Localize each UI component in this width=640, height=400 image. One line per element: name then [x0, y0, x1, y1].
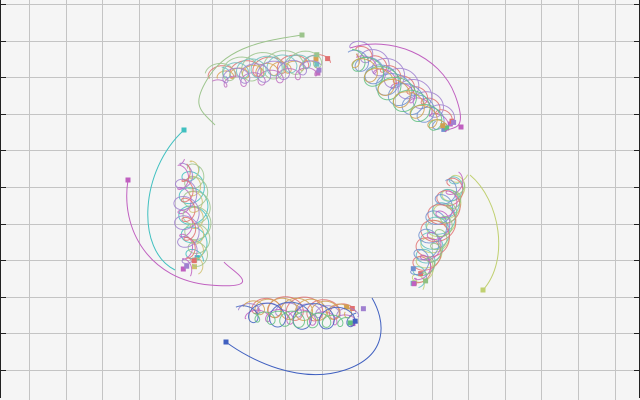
particle-trail	[414, 171, 464, 281]
particle-trail	[253, 310, 350, 329]
particle-trail	[147, 129, 185, 271]
particle-trail	[221, 54, 317, 79]
particle-trail	[235, 301, 357, 330]
particle-marker	[125, 177, 131, 183]
particle-marker	[325, 56, 331, 62]
trail-cluster-top-left	[204, 50, 331, 88]
particle-marker	[440, 123, 446, 129]
particle-trail	[351, 53, 448, 129]
particle-marker	[299, 32, 305, 38]
trail-cluster-top-right	[347, 40, 457, 132]
particle-trail	[126, 179, 243, 287]
particle-trail	[410, 179, 458, 275]
particle-trail	[351, 48, 443, 131]
particle-marker	[480, 287, 486, 293]
particle-marker	[223, 339, 229, 345]
particle-trail	[469, 174, 500, 291]
particle-marker	[313, 56, 319, 62]
particle-marker	[347, 320, 353, 326]
particle-marker	[360, 306, 366, 312]
particle-marker	[191, 258, 197, 264]
particle-marker	[315, 70, 321, 76]
particle-trail	[349, 40, 456, 126]
particle-marker	[447, 121, 453, 127]
particle-marker	[441, 126, 447, 132]
particle-marker	[352, 318, 358, 324]
particle-marker	[316, 67, 322, 73]
trail-cluster-left	[173, 158, 212, 277]
outlier-arcs	[125, 32, 500, 375]
particle-trail	[349, 43, 461, 133]
particle-marker	[423, 278, 429, 284]
particle-trail	[225, 297, 382, 375]
particle-marker	[184, 263, 190, 269]
particle-trail	[222, 59, 322, 84]
particle-marker	[458, 124, 464, 130]
particle-marker	[192, 264, 197, 270]
particle-trails	[125, 32, 500, 375]
particle-marker	[314, 61, 320, 67]
trail-cluster-right	[410, 171, 469, 290]
particle-marker	[314, 52, 320, 58]
particle-marker	[344, 304, 350, 310]
particle-marker	[349, 306, 355, 311]
trail-cluster-bottom	[235, 296, 366, 330]
particle-trail	[422, 182, 465, 276]
particle-trail	[180, 163, 197, 261]
particle-marker	[181, 127, 187, 133]
particle-trail	[198, 34, 303, 126]
particle-marker	[444, 125, 450, 131]
particle-marker	[410, 266, 416, 272]
particle-marker	[180, 266, 186, 272]
particle-marker	[451, 119, 457, 125]
particle-marker	[411, 281, 417, 287]
